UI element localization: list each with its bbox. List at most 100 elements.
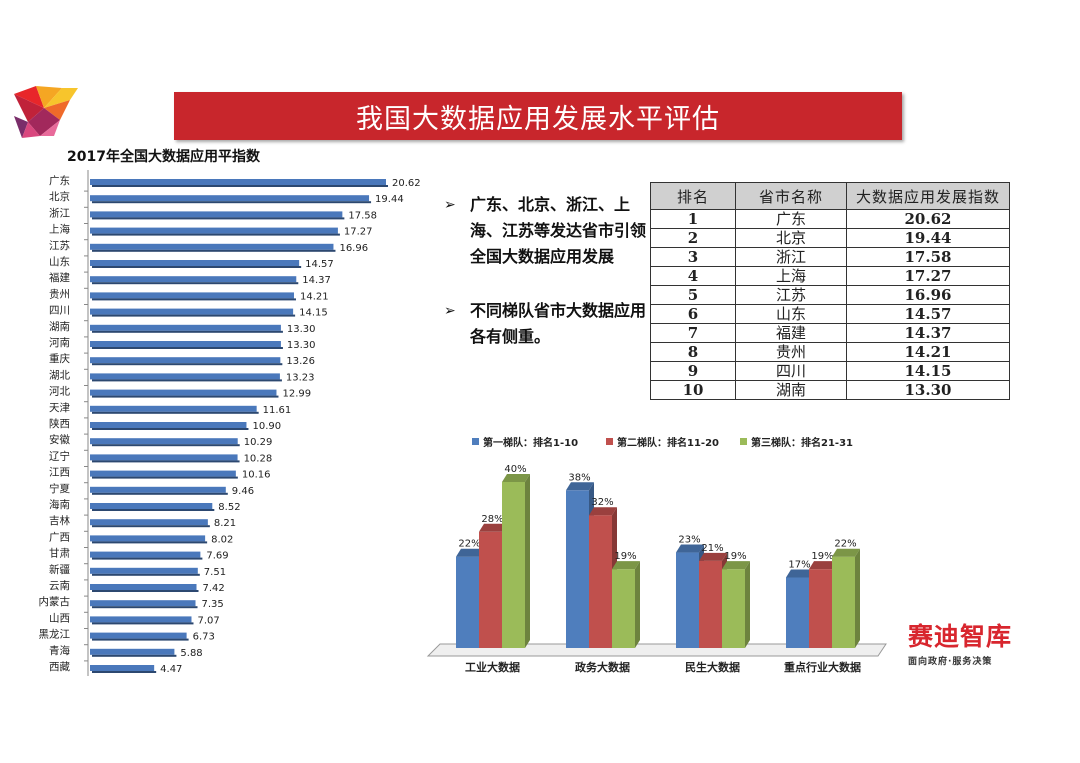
value-label: 16.96 xyxy=(339,243,368,254)
bar xyxy=(90,438,238,445)
logo-mark xyxy=(14,86,78,138)
bar-top xyxy=(479,523,507,532)
legend-swatch xyxy=(472,438,479,445)
value-label: 13.30 xyxy=(287,324,316,335)
tier-focus-bar-chart: 第一梯队：排名1-10 第二梯队：排名11-20 第三梯队：排名21-31 22% 28… xyxy=(426,436,887,674)
value-label: 14.15 xyxy=(299,308,328,319)
table-row: 7 福建 14.37 xyxy=(650,323,1010,343)
bar xyxy=(612,569,635,648)
bar xyxy=(90,357,281,364)
bar-shadow xyxy=(92,266,302,268)
index-cell: 17.27 xyxy=(846,266,1010,286)
province-cell: 北京 xyxy=(735,228,847,248)
bar xyxy=(90,503,213,509)
rank-cell: 10 xyxy=(650,380,736,400)
value-label: 40% xyxy=(504,464,526,475)
value-label: 10.28 xyxy=(244,453,273,464)
value-label: 13.30 xyxy=(287,340,316,351)
category-label: 河南 xyxy=(49,336,70,349)
value-label: 10.16 xyxy=(242,470,271,481)
bar xyxy=(456,556,479,648)
value-label: 22% xyxy=(834,539,856,550)
index-cell: 16.96 xyxy=(846,285,1010,305)
bar-side xyxy=(855,548,860,648)
category-label: 河北 xyxy=(49,386,70,398)
arrow-bullet-icon: ➢ xyxy=(444,197,456,213)
bar-top xyxy=(832,548,860,557)
category-label: 新疆 xyxy=(49,563,70,576)
bar-shadow xyxy=(92,557,203,560)
bar-top xyxy=(676,544,704,553)
bar-shadow xyxy=(92,476,238,479)
bar-top xyxy=(722,561,750,570)
bar xyxy=(90,179,386,185)
category-label: 福建 xyxy=(49,271,70,284)
bar xyxy=(90,600,196,607)
value-label: 7.69 xyxy=(206,551,228,562)
bar xyxy=(90,551,201,558)
province-cell: 山东 xyxy=(735,304,847,324)
bar-shadow xyxy=(92,622,194,625)
index-cell: 13.30 xyxy=(846,380,1010,400)
bullet-item: ➢ 广东、北京、浙江、上海、江苏等发达省市引领全国大数据应用发展 xyxy=(444,192,654,270)
bar xyxy=(90,292,294,299)
bar xyxy=(90,632,187,639)
bar-top xyxy=(566,482,594,491)
category-label: 上海 xyxy=(49,223,70,236)
bar-shadow xyxy=(92,379,282,382)
category-label: 广东 xyxy=(49,174,70,187)
bar xyxy=(90,616,192,623)
index-cell: 20.62 xyxy=(846,209,1010,229)
bar-shadow xyxy=(92,314,296,317)
category-label: 政务大数据 xyxy=(575,660,630,674)
value-label: 20.62 xyxy=(392,178,421,189)
value-label: 32% xyxy=(591,497,613,508)
bar-shadow xyxy=(92,509,215,511)
bar-shadow xyxy=(92,428,249,430)
table-row: 6 山东 14.57 xyxy=(650,304,1010,324)
province-cell: 湖南 xyxy=(735,380,847,400)
bar xyxy=(832,556,855,648)
category-label: 青海 xyxy=(49,644,70,657)
value-label: 14.37 xyxy=(302,275,331,286)
bar xyxy=(90,584,197,590)
table-row: 2 北京 19.44 xyxy=(650,228,1010,248)
bar-shadow xyxy=(92,573,200,576)
bar-side xyxy=(635,561,640,648)
bar xyxy=(699,560,722,648)
category-label: 西藏 xyxy=(49,661,70,673)
province-cell: 广东 xyxy=(735,209,847,229)
category-label: 黑龙江 xyxy=(39,628,71,641)
bar-top xyxy=(809,561,837,570)
bar xyxy=(90,389,277,396)
category-label: 甘肃 xyxy=(49,547,70,560)
value-label: 6.73 xyxy=(193,632,215,643)
category-label: 辽宁 xyxy=(49,449,70,462)
bar xyxy=(90,260,300,266)
bullet-item: ➢ 不同梯队省市大数据应用各有侧重。 xyxy=(444,298,654,350)
category-label: 浙江 xyxy=(49,207,70,219)
province-cell: 贵州 xyxy=(735,342,847,362)
bar-shadow xyxy=(92,298,296,301)
bar xyxy=(90,567,198,574)
table-row: 5 江苏 16.96 xyxy=(650,285,1010,305)
value-label: 17.58 xyxy=(348,210,377,221)
category-label: 云南 xyxy=(49,579,70,592)
bar xyxy=(502,482,525,648)
bar xyxy=(90,648,175,655)
rank-cell: 2 xyxy=(650,228,736,248)
legend-label: 第一梯队：排名1-10 xyxy=(483,436,578,449)
table-row: 8 贵州 14.21 xyxy=(650,342,1010,362)
bar-shadow xyxy=(92,282,299,285)
brand-logo: 赛迪智库 面向政府·服务决策 xyxy=(908,617,1012,667)
value-label: 9.46 xyxy=(232,486,254,497)
bullet-text: 广东、北京、浙江、上海、江苏等发达省市引领全国大数据应用发展 xyxy=(470,195,647,266)
column-header-index: 大数据应用发展指数 xyxy=(846,182,1010,210)
value-label: 17% xyxy=(788,559,810,570)
table-row: 3 浙江 17.58 xyxy=(650,247,1010,267)
category-label: 湖南 xyxy=(49,320,70,333)
value-label: 22% xyxy=(458,539,480,550)
value-label: 5.88 xyxy=(180,648,202,659)
bar xyxy=(90,243,334,250)
bar-shadow xyxy=(92,395,279,398)
